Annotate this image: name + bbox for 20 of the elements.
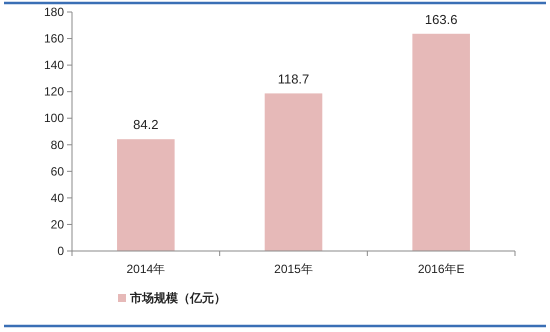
bar <box>264 93 322 251</box>
y-tick-label: 120 <box>44 84 64 99</box>
y-tick-label: 160 <box>44 32 64 46</box>
y-tick-label: 80 <box>50 138 64 152</box>
y-tick-label: 100 <box>44 111 64 126</box>
y-tick-label: 60 <box>50 164 64 178</box>
bar <box>412 34 470 251</box>
bar <box>117 139 175 251</box>
y-tick-label: 180 <box>44 5 64 19</box>
legend: 市场规模（亿元） <box>118 291 226 305</box>
y-tick-label: 40 <box>50 190 64 205</box>
x-tick-label: 2015年 <box>274 262 313 276</box>
y-tick-label: 140 <box>44 58 64 72</box>
x-tick-label: 2014年 <box>126 262 166 276</box>
y-tick-label: 0 <box>57 244 64 258</box>
data-label: 84.2 <box>133 117 158 132</box>
x-tick-label: 2016年E <box>418 262 465 276</box>
data-label: 118.7 <box>278 71 310 86</box>
data-label: 163.6 <box>424 12 458 27</box>
y-tick-label: 20 <box>50 217 64 232</box>
